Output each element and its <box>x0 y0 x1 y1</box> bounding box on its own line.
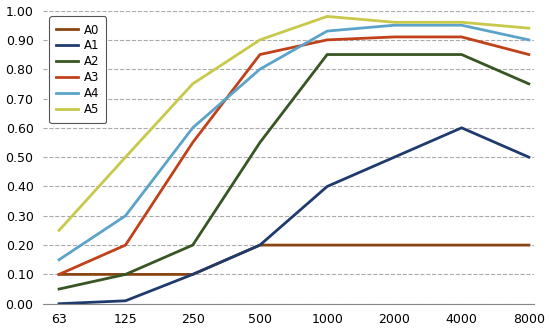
A0 <box>190 273 196 277</box>
A5 <box>56 228 62 232</box>
A4 <box>257 67 263 71</box>
A5 <box>122 155 129 159</box>
Line: A1: A1 <box>59 128 529 304</box>
A0 <box>458 243 465 247</box>
A3 <box>391 35 398 39</box>
A3 <box>190 140 196 144</box>
A2 <box>190 243 196 247</box>
A0 <box>122 273 129 277</box>
A4 <box>391 23 398 27</box>
A1 <box>56 302 62 306</box>
A3 <box>324 38 331 42</box>
A1 <box>324 185 331 189</box>
A2 <box>324 52 331 56</box>
A1 <box>391 155 398 159</box>
A4 <box>526 38 532 42</box>
A2 <box>257 140 263 144</box>
A0 <box>257 243 263 247</box>
Line: A5: A5 <box>59 16 529 230</box>
A5 <box>526 26 532 30</box>
A3 <box>526 52 532 56</box>
A3 <box>56 273 62 277</box>
Line: A3: A3 <box>59 37 529 275</box>
A0 <box>324 243 331 247</box>
A5 <box>324 14 331 18</box>
A3 <box>257 52 263 56</box>
A5 <box>391 20 398 24</box>
Line: A0: A0 <box>59 245 529 275</box>
Line: A4: A4 <box>59 25 529 260</box>
A2 <box>391 52 398 56</box>
A3 <box>122 243 129 247</box>
A1 <box>190 273 196 277</box>
A5 <box>190 82 196 86</box>
A0 <box>526 243 532 247</box>
A0 <box>391 243 398 247</box>
A2 <box>458 52 465 56</box>
A4 <box>56 258 62 262</box>
A1 <box>257 243 263 247</box>
A0 <box>56 273 62 277</box>
A3 <box>458 35 465 39</box>
A4 <box>324 29 331 33</box>
A1 <box>526 155 532 159</box>
A2 <box>122 273 129 277</box>
Line: A2: A2 <box>59 54 529 289</box>
A1 <box>122 299 129 303</box>
A2 <box>56 287 62 291</box>
A4 <box>458 23 465 27</box>
A5 <box>458 20 465 24</box>
A4 <box>122 214 129 218</box>
A4 <box>190 126 196 130</box>
A5 <box>257 38 263 42</box>
A2 <box>526 82 532 86</box>
Legend: A0, A1, A2, A3, A4, A5: A0, A1, A2, A3, A4, A5 <box>49 17 106 124</box>
A1 <box>458 126 465 130</box>
